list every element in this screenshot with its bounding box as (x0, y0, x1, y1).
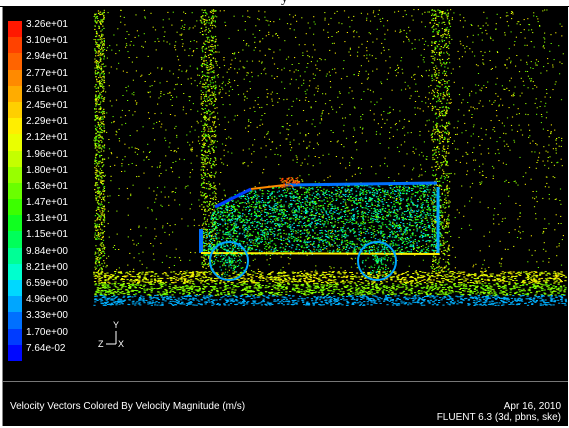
velocity-vector-plot[interactable] (3, 7, 568, 381)
legend-entry: 7.64e-02 (8, 342, 93, 361)
footer-divider (3, 381, 568, 382)
legend-swatch (8, 150, 22, 167)
legend-swatch (8, 101, 22, 119)
legend-label: 1.31e+01 (26, 213, 68, 225)
legend-label: 3.10e+01 (26, 35, 68, 47)
legend-swatch (8, 199, 22, 216)
axis-label-y: Y (113, 320, 120, 330)
top-strip: y (0, 0, 569, 7)
legend-label: 8.21e+00 (26, 261, 68, 273)
legend-label: 7.64e-02 (26, 342, 66, 354)
ground-plane-vectors (93, 271, 568, 306)
legend-entry: 9.84e+00 (8, 245, 93, 264)
vector-field-background (93, 9, 564, 274)
top-border (0, 6, 569, 7)
legend-label: 4.96e+00 (26, 294, 68, 306)
solver-version: FLUENT 6.3 (3d, pbns, ske) (436, 412, 561, 423)
legend-entry: 2.61e+01 (8, 83, 93, 102)
legend-swatch (8, 37, 22, 54)
legend-entry: 6.59e+00 (8, 278, 93, 297)
legend-swatch (8, 69, 22, 86)
legend-swatch (8, 134, 22, 151)
coordinate-axes: Y Z X (96, 320, 126, 352)
legend-entry: 2.29e+01 (8, 116, 93, 135)
legend-swatch (8, 182, 22, 200)
axis-label-x: X (118, 339, 125, 349)
color-scale-legend: 3.26e+01 3.10e+01 2.94e+01 2.77e+01 2.61e+01… (8, 19, 93, 361)
legend-entry: 2.45e+01 (8, 99, 93, 119)
legend-entry: 3.10e+01 (8, 35, 93, 54)
legend-entry: 1.47e+01 (8, 197, 93, 216)
top-caption: y (0, 0, 569, 7)
vehicle-surface-vectors (199, 177, 442, 281)
plot-date: Apr 16, 2010 (503, 401, 561, 412)
legend-label: 1.15e+01 (26, 229, 68, 241)
legend-swatch (8, 231, 22, 248)
legend-swatch (8, 85, 22, 102)
legend-label: 3.33e+00 (26, 310, 68, 322)
legend-entry: 1.70e+00 (8, 326, 93, 345)
legend-entry: 1.96e+01 (8, 148, 93, 167)
legend-swatch (8, 344, 22, 361)
legend-entry: 1.63e+01 (8, 180, 93, 200)
legend-entry: 1.80e+01 (8, 164, 93, 183)
legend-swatch (8, 118, 22, 135)
legend-swatch (8, 312, 22, 329)
legend-label: 6.59e+00 (26, 278, 68, 289)
legend-swatch (8, 280, 22, 297)
legend-swatch (8, 166, 22, 183)
legend-entry: 1.15e+01 (8, 229, 93, 248)
legend-entry: 2.12e+01 (8, 132, 93, 151)
legend-entry: 4.96e+00 (8, 294, 93, 313)
legend-swatch (8, 296, 22, 313)
legend-swatch (8, 247, 22, 264)
axis-label-z: Z (98, 339, 104, 349)
legend-swatch (8, 263, 22, 280)
legend-label: 2.77e+01 (26, 67, 68, 79)
legend-label: 2.29e+01 (26, 116, 68, 128)
legend-label: 1.96e+01 (26, 148, 68, 160)
legend-entry: 1.31e+01 (8, 213, 93, 232)
plot-title: Velocity Vectors Colored By Velocity Mag… (10, 401, 246, 412)
legend-entry: 2.94e+01 (8, 51, 93, 70)
legend-label: 2.94e+01 (26, 51, 68, 63)
legend-swatch (8, 53, 22, 70)
legend-swatch (8, 21, 22, 38)
legend-entry: 3.26e+01 (8, 19, 93, 38)
legend-label: 1.63e+01 (26, 180, 68, 192)
legend-entry: 3.33e+00 (8, 310, 93, 329)
legend-label: 9.84e+00 (26, 245, 68, 257)
legend-swatch (8, 328, 22, 345)
legend-label: 1.80e+01 (26, 164, 68, 176)
legend-label: 2.45e+01 (26, 99, 68, 111)
graphics-viewport[interactable]: 3.26e+01 3.10e+01 2.94e+01 2.77e+01 2.61e+01… (2, 7, 568, 426)
axis-triad-icon (106, 331, 117, 345)
legend-label: 1.47e+01 (26, 197, 68, 209)
legend-entry: 2.77e+01 (8, 67, 93, 86)
legend-swatch (8, 215, 22, 232)
legend-label: 1.70e+00 (26, 326, 68, 338)
legend-label: 2.61e+01 (26, 83, 68, 95)
legend-entry: 8.21e+00 (8, 261, 93, 280)
legend-label: 3.26e+01 (26, 19, 68, 30)
legend-label: 2.12e+01 (26, 132, 68, 144)
